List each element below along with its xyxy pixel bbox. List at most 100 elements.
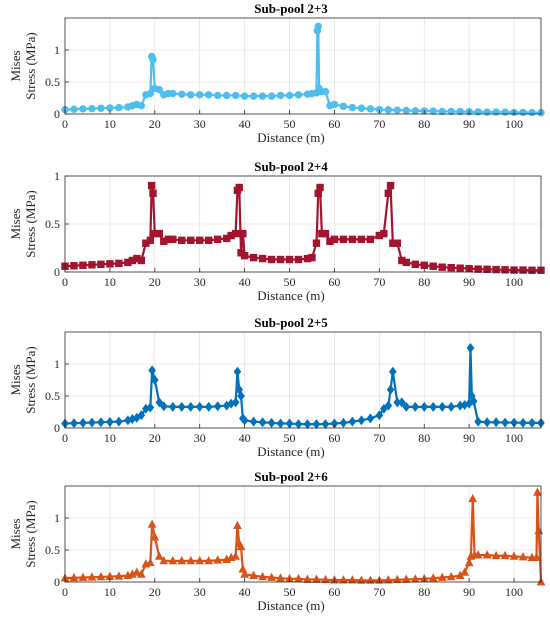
- panel-3-data-point-57: [438, 401, 447, 412]
- panel-1-data-point-7: [115, 103, 123, 112]
- panel-4-data-point-13: [145, 557, 155, 567]
- panel-4-y-tick-label-2: 0.5: [45, 543, 60, 557]
- panel-2-data-point-38: [285, 255, 294, 264]
- panel-1-data-point-29: [249, 92, 258, 100]
- panel-2-data-point-56: [386, 181, 395, 190]
- panel-2-data-point-11: [137, 256, 146, 265]
- panel-4-data-point-2: [69, 572, 79, 582]
- panel-1-x-tick-label-8: 70: [373, 117, 385, 131]
- panel-4-data-point-31: [240, 569, 249, 578]
- panel-3-data-point-34: [267, 417, 276, 428]
- panel-3-data-point-3: [79, 417, 87, 428]
- panel-1-data-point-27: [231, 91, 240, 100]
- panel-1-data-point-32: [276, 91, 285, 100]
- panel-3-data-point-65: [474, 416, 482, 427]
- panel-4-y-tick-label-3: 1: [54, 511, 60, 525]
- panel-2-data-point-22: [187, 236, 195, 245]
- panel-4-data-point-19: [177, 555, 187, 565]
- panel-3-data-point-56: [429, 401, 438, 412]
- panel-1-x-tick-label-10: 90: [463, 117, 475, 131]
- panel-4-data-point-7: [114, 571, 124, 580]
- panel-2-x-tick-label-1: 0: [62, 275, 68, 289]
- panel-4-axes-box: [64, 485, 542, 583]
- panel-2-data-point-34: [249, 253, 258, 262]
- panel-3-data-point-7: [115, 416, 123, 427]
- panel-2-data-point-51: [357, 235, 366, 244]
- panel-4-x-tick-label-2: 10: [104, 585, 116, 599]
- panel-2-x-tick-label-3: 20: [149, 275, 161, 289]
- panel-3-y-axis-label-line-2: Stress (MPa): [23, 346, 38, 414]
- panel-2-data-point-32: [239, 229, 247, 238]
- panel-1-data-point-17: [155, 85, 164, 94]
- panel-1-data-point-63: [501, 108, 509, 116]
- panel-3-x-tick-label-8: 70: [373, 431, 385, 445]
- panel-4-data-point-52: [428, 573, 438, 582]
- panel-3: 0 10 20 30 40 50 60 70 80 90 100 0 0.5 1 Sub-pool 2+5 D…: [8, 315, 545, 459]
- panel-4-y-axis-label-line-2: Stress (MPa): [23, 500, 38, 568]
- panel-2-data-point-36: [267, 255, 276, 264]
- panel-2-data-point-64: [438, 263, 446, 271]
- panel-3-data-point-26: [231, 397, 240, 408]
- panel-1-data-point-28: [240, 92, 249, 100]
- panel-3-data-point-45: [366, 413, 375, 424]
- panel-2-y-axis-label-line-1: Mises: [8, 208, 23, 239]
- panel-2-data-point-44: [316, 183, 324, 192]
- panel-1-x-tick-label-11: 100: [505, 117, 523, 131]
- panel-2-x-tick-label-8: 70: [373, 275, 385, 289]
- panel-4: 0 10 20 30 40 50 60 70 80 90 100 0 0.5 1 Sub-pool 2+6 D…: [8, 469, 546, 613]
- panel-2-data-point-39: [294, 255, 303, 264]
- panel-3-data-point-35: [276, 418, 285, 429]
- panel-3-data-point-43: [348, 416, 357, 427]
- panel-1-data-point-44: [330, 100, 339, 109]
- panel-3-x-tick-label-1: 0: [62, 431, 68, 445]
- panel-4-data-point-33: [258, 571, 267, 581]
- panel-3-data-point-46: [375, 410, 384, 421]
- panel-4-data-point-5: [96, 571, 106, 581]
- panel-1-data-point-20: [169, 89, 177, 98]
- panel-3-x-tick-label-9: 80: [418, 431, 430, 445]
- panel-3-y-tick-label-1: 0: [54, 421, 60, 435]
- panel-2-data-point-7: [115, 259, 123, 268]
- panel-4-data-point-11: [136, 569, 146, 578]
- panel-1-data-point-50: [384, 106, 393, 114]
- panel-2-data-point-70: [492, 265, 500, 274]
- panel-3-data-point-70: [519, 417, 527, 428]
- panel-4-data-point-21: [195, 555, 205, 565]
- panel-4-data-point-40: [321, 574, 330, 584]
- panel-1-x-tick-label-2: 10: [104, 117, 116, 131]
- panel-3-data-point-22: [204, 401, 213, 412]
- panel-1-data-point-2: [70, 105, 78, 113]
- panel-4-data-point-69: [533, 487, 542, 496]
- panel-4-data-point-68: [532, 552, 541, 562]
- panel-1-data-point-26: [222, 91, 231, 100]
- panel-3-data-point-66: [483, 417, 491, 428]
- panel-1-x-tick-label-5: 40: [239, 117, 251, 131]
- panel-3-y-tick-label-3: 1: [54, 357, 60, 371]
- panel-4-data-point-47: [383, 575, 393, 584]
- panel-1-data-point-55: [429, 107, 437, 115]
- panel-3-data-point-67: [492, 417, 500, 428]
- panel-3-y-tick-label-2: 0.5: [45, 389, 60, 403]
- panel-1-data-point-60: [474, 108, 482, 116]
- panel-1-data-point-45: [339, 102, 348, 111]
- panel-1-data-point-25: [213, 91, 222, 100]
- panel-1-data-point-30: [258, 92, 267, 100]
- panel-3-data-point-14: [148, 365, 156, 376]
- panel-1-data-point-46: [348, 103, 357, 112]
- panel-1-x-tick-label-9: 80: [418, 117, 430, 131]
- panel-2-data-point-15: [149, 189, 157, 197]
- panel-4-data-point-18: [168, 555, 178, 565]
- panel-2-data-point-69: [483, 265, 491, 274]
- panel-2-data-point-20: [169, 235, 177, 244]
- panel-4-data-point-16: [154, 551, 164, 560]
- panel-1-y-tick-label-1: 0: [54, 107, 60, 121]
- panel-1-data-point-66: [528, 108, 536, 117]
- panel-2-data-point-66: [456, 264, 464, 272]
- panel-3-data-point-2: [70, 418, 78, 429]
- panel-4-data-point-35: [276, 573, 285, 582]
- panel-2-markers: [61, 181, 545, 274]
- panel-3-data-point-18: [168, 401, 177, 412]
- panel-4-data-point-29: [236, 541, 246, 551]
- panel-1-y-tick-label-3: 1: [54, 43, 60, 57]
- panel-2-data-point-17: [155, 229, 164, 238]
